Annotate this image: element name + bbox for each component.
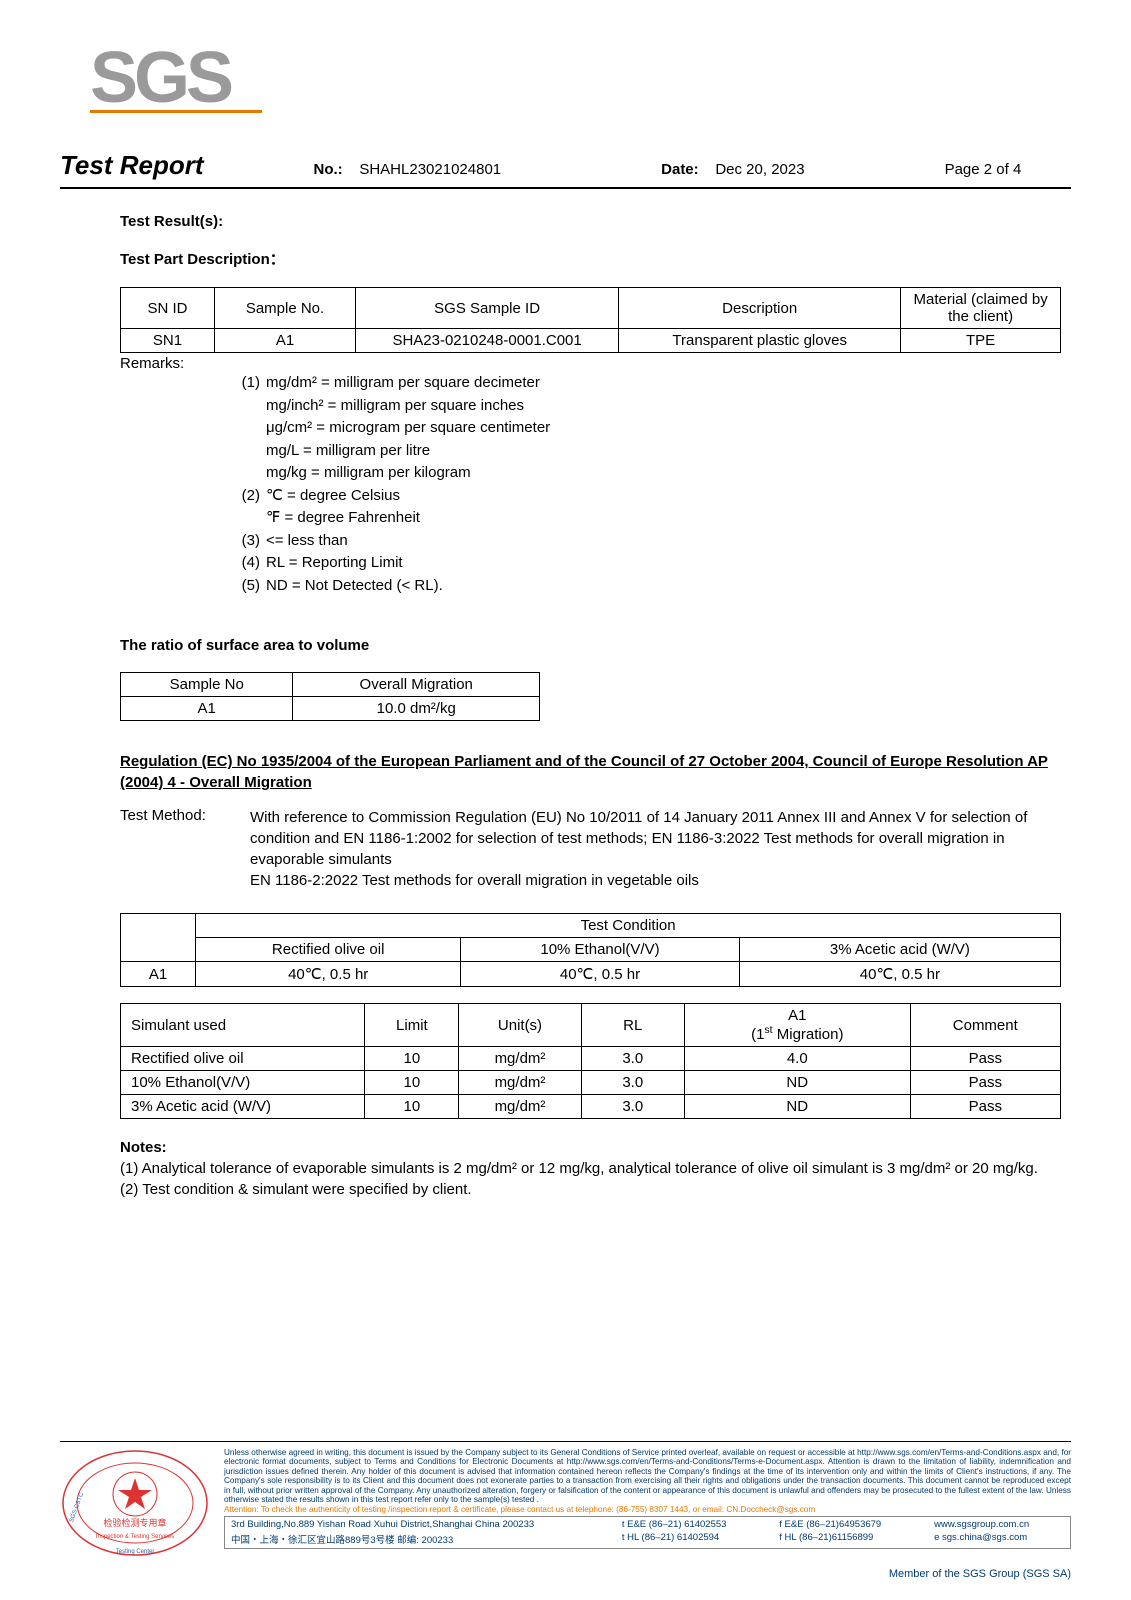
table-header: Overall Migration bbox=[293, 673, 540, 697]
page-number: Page 2 of 4 bbox=[945, 161, 1022, 178]
table-header: Simulant used bbox=[121, 1004, 365, 1047]
table-header: Material (claimed by the client) bbox=[901, 288, 1061, 329]
note-line: (1) Analytical tolerance of evaporable s… bbox=[120, 1158, 1061, 1179]
test-method: Test Method: With reference to Commissio… bbox=[120, 807, 1061, 891]
remark-line: mg/inch² = milligram per square inches bbox=[230, 395, 1061, 418]
table-header: Sample No bbox=[121, 673, 293, 697]
test-method-label: Test Method: bbox=[120, 807, 250, 891]
table-header: SN ID bbox=[121, 288, 215, 329]
table-header: Unit(s) bbox=[459, 1004, 581, 1047]
table-header: SGS Sample ID bbox=[356, 288, 619, 329]
remark-line: (2)℃ = degree Celsius bbox=[230, 485, 1061, 508]
svg-text:Testing Center: Testing Center bbox=[116, 1549, 155, 1555]
stamp-seal: 检验检测专用章 Inspection & Testing Services SG… bbox=[60, 1448, 210, 1562]
footer-contact: 3rd Building,No.889 Yishan Road Xuhui Di… bbox=[224, 1516, 1071, 1549]
table-header: Description bbox=[619, 288, 901, 329]
report-header: Test Report No.: SHAHL23021024801 Date: … bbox=[60, 150, 1071, 189]
sgs-logo: SGS bbox=[90, 40, 1071, 120]
report-title: Test Report bbox=[60, 150, 204, 181]
table-row: 10% Ethanol(V/V)10mg/dm²3.0NDPass bbox=[121, 1071, 1061, 1095]
notes-heading: Notes: bbox=[120, 1139, 1061, 1156]
table-header: Comment bbox=[910, 1004, 1060, 1047]
remark-line: (3)<= less than bbox=[230, 530, 1061, 553]
report-date: Date: Dec 20, 2023 bbox=[661, 161, 804, 178]
table-header: RL bbox=[581, 1004, 684, 1047]
report-no: No.: SHAHL23021024801 bbox=[314, 161, 502, 178]
svg-text:Inspection & Testing Services: Inspection & Testing Services bbox=[96, 1534, 174, 1540]
table-row: SN1A1SHA23-0210248-0001.C001Transparent … bbox=[121, 329, 1061, 353]
remark-line: ℉ = degree Fahrenheit bbox=[230, 507, 1061, 530]
table-header: Limit bbox=[365, 1004, 459, 1047]
note-line: (2) Test condition & simulant were speci… bbox=[120, 1179, 1061, 1200]
ratio-heading: The ratio of surface area to volume bbox=[120, 637, 1061, 654]
test-result-heading: Test Result(s): bbox=[120, 213, 1061, 230]
table-header: Test Condition bbox=[196, 914, 1061, 938]
remark-line: (1)mg/dm² = milligram per square decimet… bbox=[230, 372, 1061, 395]
condition-table: Test ConditionRectified olive oil10% Eth… bbox=[120, 913, 1061, 987]
test-method-text: With reference to Commission Regulation … bbox=[250, 807, 1061, 891]
notes-body: (1) Analytical tolerance of evaporable s… bbox=[120, 1158, 1061, 1200]
table-header: 3% Acetic acid (W/V) bbox=[739, 938, 1060, 962]
remarks-label: Remarks: bbox=[120, 355, 1061, 372]
table-header: 10% Ethanol(V/V) bbox=[461, 938, 740, 962]
table-row: 3% Acetic acid (W/V)10mg/dm²3.0NDPass bbox=[121, 1095, 1061, 1119]
remark-line: mg/kg = milligram per kilogram bbox=[230, 462, 1061, 485]
svg-text:SGS-CSTC: SGS-CSTC bbox=[69, 1491, 85, 1523]
table-row: A110.0 dm²/kg bbox=[121, 697, 540, 721]
table-header: A1(1st Migration) bbox=[684, 1004, 910, 1047]
svg-text:检验检测专用章: 检验检测专用章 bbox=[103, 1517, 166, 1528]
disclaimer-text: Unless otherwise agreed in writing, this… bbox=[224, 1448, 1071, 1514]
remark-line: (5)ND = Not Detected (< RL). bbox=[230, 575, 1061, 598]
table-header: Rectified olive oil bbox=[196, 938, 461, 962]
result-table: Simulant usedLimitUnit(s)RLA1(1st Migrat… bbox=[120, 1003, 1061, 1119]
disclaimer-attention: Attention: To check the authenticity of … bbox=[224, 1505, 815, 1514]
member-line: Member of the SGS Group (SGS SA) bbox=[60, 1568, 1071, 1580]
regulation-heading: Regulation (EC) No 1935/2004 of the Euro… bbox=[120, 751, 1061, 793]
table-header: Sample No. bbox=[215, 288, 356, 329]
table-row: Rectified olive oil10mg/dm²3.04.0Pass bbox=[121, 1047, 1061, 1071]
test-part-heading: Test Part Description： bbox=[120, 248, 1061, 269]
svg-text:SGS: SGS bbox=[90, 40, 232, 118]
remark-line: μg/cm² = microgram per square centimeter bbox=[230, 417, 1061, 440]
part-description-table: SN IDSample No.SGS Sample IDDescriptionM… bbox=[120, 287, 1061, 353]
ratio-table: Sample NoOverall MigrationA110.0 dm²/kg bbox=[120, 672, 540, 721]
remarks-list: (1)mg/dm² = milligram per square decimet… bbox=[230, 372, 1061, 597]
remark-line: mg/L = milligram per litre bbox=[230, 440, 1061, 463]
table-row: A140℃, 0.5 hr40℃, 0.5 hr40℃, 0.5 hr bbox=[121, 962, 1061, 987]
page-footer: 检验检测专用章 Inspection & Testing Services SG… bbox=[60, 1441, 1071, 1580]
remark-line: (4)RL = Reporting Limit bbox=[230, 552, 1061, 575]
